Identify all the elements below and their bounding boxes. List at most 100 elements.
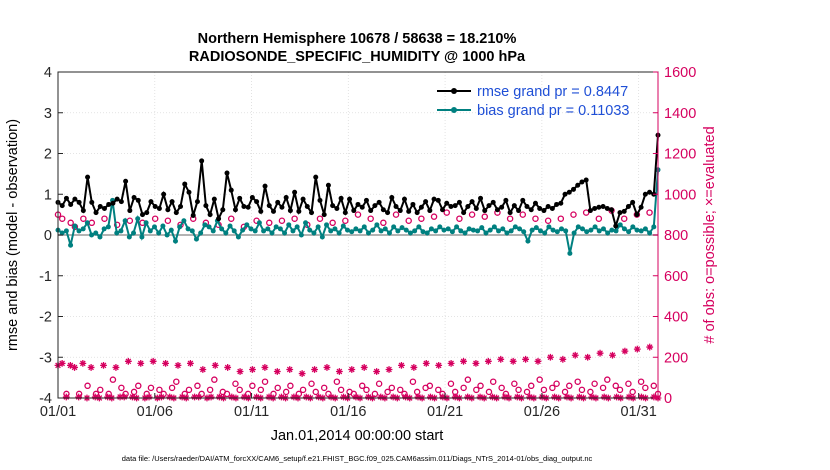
evaluated-obs-point	[352, 393, 360, 401]
evaluated-obs-point	[584, 353, 592, 361]
rmse-point	[613, 223, 619, 229]
bias-point	[97, 234, 103, 240]
rmse-point	[59, 203, 65, 209]
bias-point	[403, 227, 409, 233]
rmse-point	[292, 189, 298, 195]
rmse-point	[249, 195, 255, 201]
rmse-point	[397, 208, 403, 214]
evaluated-obs-point	[273, 368, 281, 375]
rmse-point	[638, 204, 644, 210]
possible-obs-point	[367, 215, 374, 222]
bias-point	[172, 238, 178, 244]
evaluated-obs-point	[311, 366, 318, 373]
bias-point	[181, 218, 187, 224]
evaluated-obs-point	[476, 393, 484, 401]
possible-obs-point	[473, 386, 480, 394]
evaluated-obs-point	[435, 362, 443, 369]
possible-obs-point	[418, 215, 425, 222]
possible-obs-point	[97, 386, 104, 394]
rmse-point	[406, 208, 412, 214]
possible-obs-point	[519, 211, 527, 218]
bias-point	[617, 222, 623, 228]
rmse-point	[106, 201, 112, 207]
rmse-point	[482, 208, 488, 214]
bias-point	[269, 230, 275, 236]
possible-obs-point	[646, 209, 653, 216]
rmse-point	[427, 208, 433, 214]
rmse-point	[237, 195, 243, 201]
bias-point	[193, 236, 199, 242]
bias-point	[441, 227, 447, 233]
y2-tick-label: 1000	[664, 187, 696, 203]
evaluated-obs-point	[596, 349, 604, 357]
rmse-point	[444, 200, 450, 206]
bias-point	[156, 230, 162, 236]
bias-point	[219, 226, 225, 232]
possible-obs-point	[578, 386, 586, 394]
evaluated-obs-point	[215, 393, 223, 401]
evaluated-obs-point	[571, 351, 579, 359]
rmse-point	[617, 210, 623, 216]
evaluated-obs-point	[534, 357, 542, 365]
bias-point	[80, 226, 86, 232]
rmse-point	[89, 199, 95, 205]
possible-obs-point	[468, 211, 476, 218]
bias-point	[395, 228, 401, 234]
evaluated-obs-point	[249, 366, 256, 373]
evaluated-obs-point	[600, 393, 608, 401]
possible-obs-point	[456, 215, 463, 222]
rmse-point	[127, 208, 133, 214]
rmse-point	[528, 207, 534, 213]
evaluated-obs-point	[58, 359, 66, 367]
rmse-point	[351, 208, 357, 214]
bias-point	[328, 228, 334, 234]
possible-obs-point	[557, 215, 565, 222]
evaluated-obs-point	[613, 393, 621, 401]
possible-obs-point	[164, 217, 172, 224]
evaluated-obs-point	[199, 366, 207, 373]
rmse-point	[148, 199, 154, 205]
bias-point	[651, 224, 657, 230]
possible-obs-point	[566, 382, 573, 390]
bias-point	[588, 227, 594, 233]
possible-obs-point	[236, 386, 243, 394]
bias-point	[554, 229, 560, 235]
rmse-point	[558, 200, 564, 206]
legend-rmse-marker	[451, 88, 457, 94]
evaluated-obs-point	[261, 364, 269, 371]
rmse-point	[270, 208, 276, 214]
evaluated-obs-point	[398, 362, 405, 369]
rmse-point	[516, 208, 522, 214]
bias-point	[437, 224, 443, 230]
evaluated-obs-point	[447, 359, 455, 367]
rmse-point	[342, 210, 348, 216]
evaluated-obs-point	[377, 393, 385, 401]
bias-point	[378, 228, 384, 234]
evaluated-obs-point	[646, 343, 654, 351]
evaluated-obs-point	[484, 357, 492, 365]
legend-rmse-label: rmse grand pr = 0.8447	[477, 84, 628, 100]
possible-obs-point	[320, 384, 328, 392]
bias-point	[609, 227, 615, 233]
rmse-point	[296, 208, 302, 214]
rmse-point	[232, 207, 238, 213]
bias-point	[160, 223, 166, 229]
possible-obs-point	[266, 219, 273, 227]
rmse-point	[211, 196, 217, 202]
possible-obs-point	[80, 215, 87, 222]
evaluated-obs-point	[522, 355, 529, 363]
evaluated-obs-point	[497, 355, 505, 363]
bias-point	[496, 228, 502, 234]
rmse-point	[283, 195, 289, 201]
possible-obs-point	[629, 388, 636, 396]
evaluated-obs-point	[621, 347, 629, 355]
rmse-point	[562, 191, 568, 197]
rmse-point	[63, 195, 69, 201]
rmse-point	[630, 199, 636, 205]
y-tick-label: -4	[39, 391, 52, 407]
bias-point	[231, 228, 237, 234]
possible-obs-point	[194, 382, 201, 390]
possible-obs-point	[595, 215, 603, 222]
possible-obs-point	[173, 378, 180, 385]
